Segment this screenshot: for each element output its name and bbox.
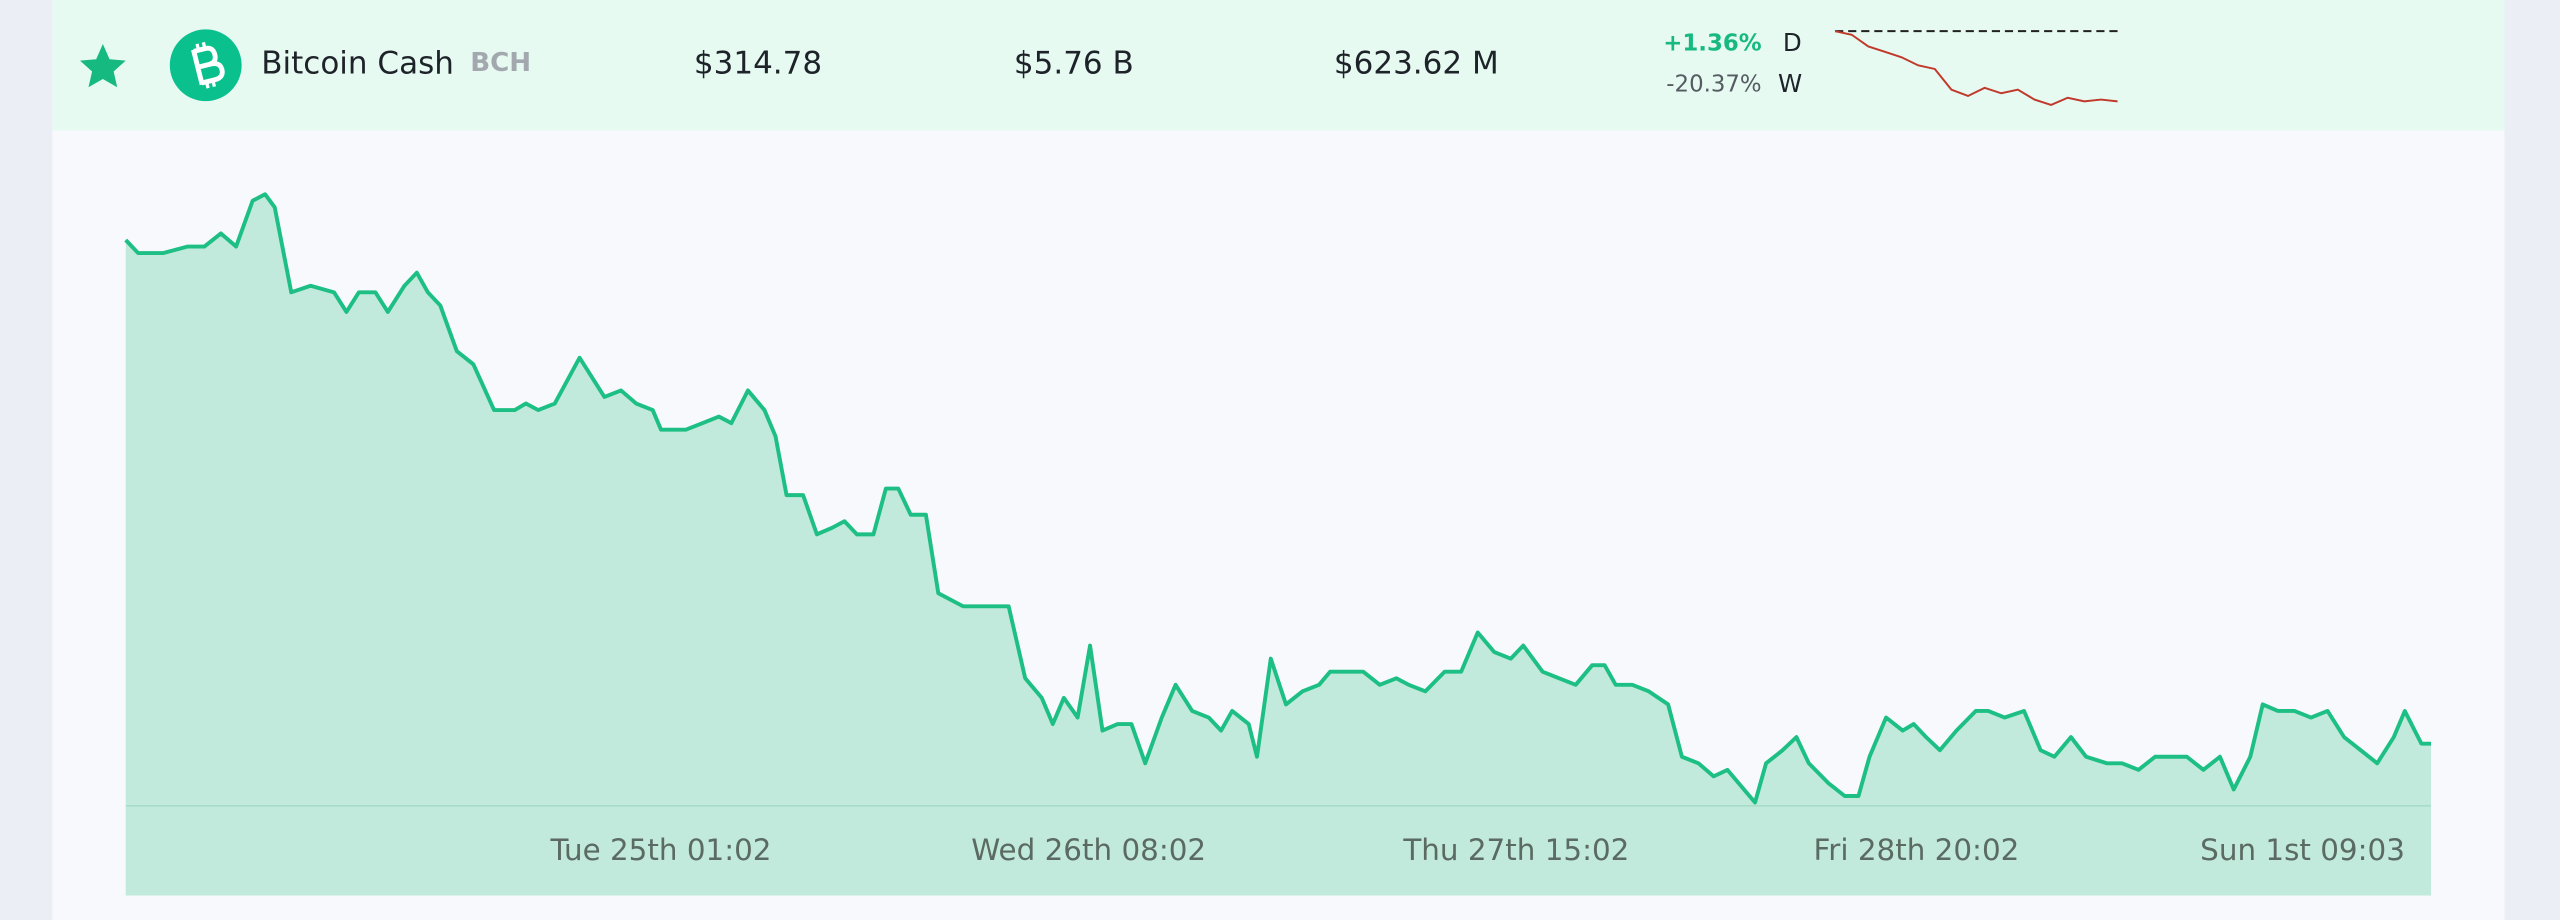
change-week: -20.37% xyxy=(1666,71,1761,97)
axis-band xyxy=(125,805,2432,896)
coin-symbol: BCH xyxy=(470,48,531,78)
row[interactable] xyxy=(52,0,2505,131)
x-tick-label: Sun 1st 09:03 xyxy=(2200,833,2405,867)
x-tick-label: Wed 26th 08:02 xyxy=(971,833,1206,867)
coin-logo-glyph xyxy=(191,41,225,89)
watchlist-star[interactable] xyxy=(80,44,126,88)
change-day-label: D xyxy=(1783,28,1802,57)
change-week-label: W xyxy=(1778,69,1802,98)
area-fill xyxy=(125,194,2432,806)
x-tick-label: Thu 27th 15:02 xyxy=(1402,833,1629,867)
x-tick-label: Tue 25th 01:02 xyxy=(549,833,771,867)
sparkline xyxy=(1834,30,2118,107)
price: $314.78 xyxy=(694,46,822,82)
change-day: +1.36% xyxy=(1663,31,1761,57)
x-tick-label: Fri 28th 20:02 xyxy=(1814,833,2020,867)
volume: $623.62 M xyxy=(1334,46,1499,82)
market-cap: $5.76 B xyxy=(1014,46,1134,82)
coin-name[interactable]: Bitcoin Cash xyxy=(261,46,454,82)
price-line xyxy=(124,192,2432,805)
